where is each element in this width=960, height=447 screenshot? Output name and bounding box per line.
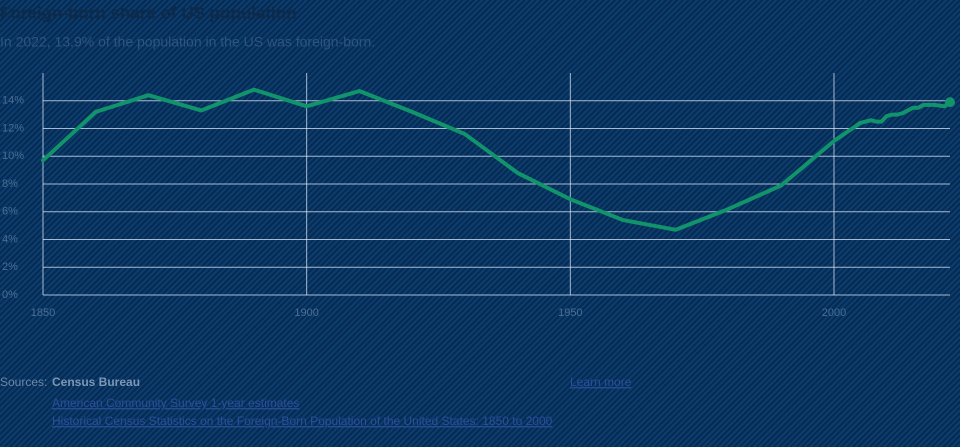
y-tick-label: 12% — [2, 122, 24, 134]
y-tick-label: 4% — [2, 233, 18, 245]
source-link[interactable]: Historical Census Statistics on the Fore… — [52, 414, 553, 428]
x-tick-label: 2000 — [822, 307, 846, 319]
y-tick-label: 8% — [2, 178, 18, 190]
y-tick-label: 0% — [2, 289, 18, 301]
x-tick-label: 1950 — [558, 307, 582, 319]
line — [41, 87, 952, 232]
y-tick-label: 10% — [2, 150, 24, 162]
chart-title: Foreign-born share of US population — [0, 3, 297, 22]
learn-more[interactable]: Learn more — [570, 375, 632, 389]
sources-label: Sources: — [0, 375, 47, 389]
y-tick-label: 6% — [2, 206, 18, 218]
x-tick-label: 1850 — [31, 307, 55, 319]
end-point — [945, 97, 955, 108]
source-name: Census Bureau — [52, 375, 140, 389]
source-link[interactable]: American Community Survey 1-year estimat… — [52, 396, 299, 410]
x-tick-label: 1900 — [294, 307, 318, 319]
chart-subtitle: In 2022, 13.9% of the population in the … — [0, 34, 375, 50]
y-tick-label: 14% — [2, 95, 24, 107]
y-tick-label: 2% — [2, 261, 18, 273]
